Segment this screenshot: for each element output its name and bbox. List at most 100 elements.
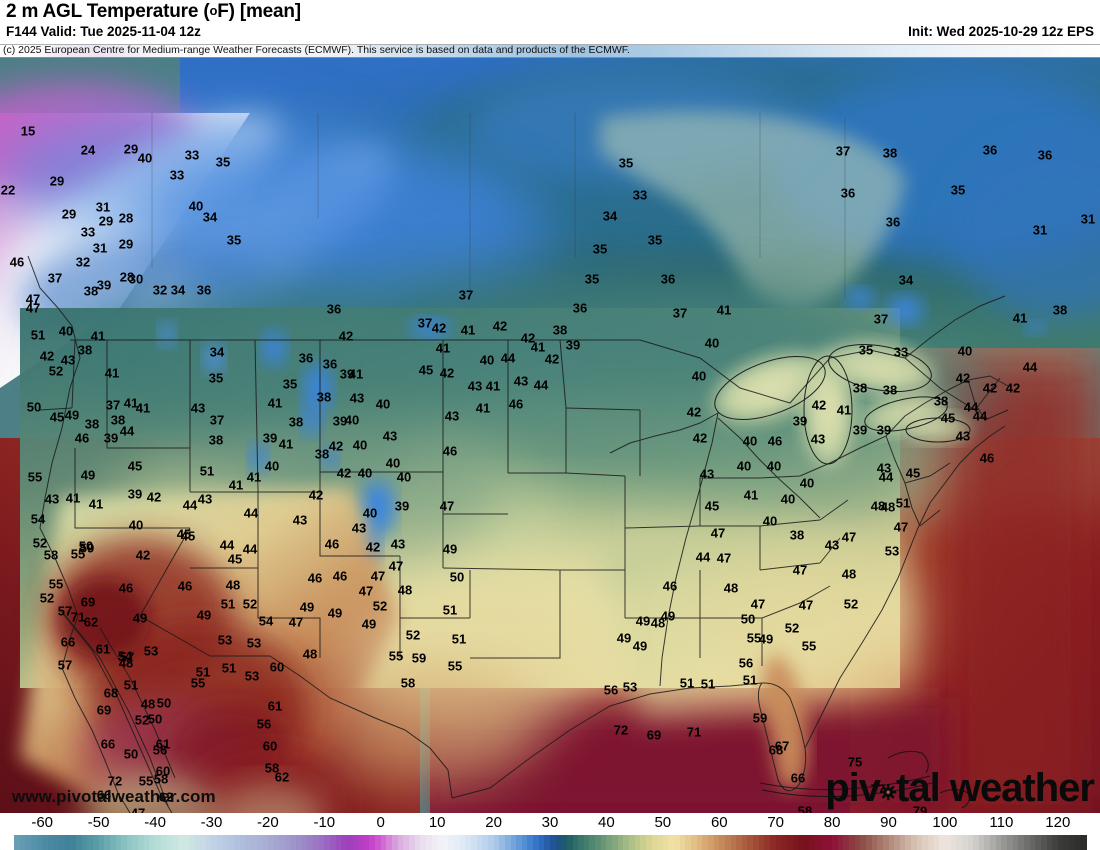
- colorbar-segment: [888, 835, 895, 850]
- colorbar-segment: [961, 835, 969, 850]
- colorbar-segment: [166, 835, 173, 850]
- colorbar-segment: [504, 835, 512, 850]
- colorbar-segment: [324, 835, 331, 850]
- colorbar-segment: [803, 835, 811, 850]
- page-title-suffix: F) [mean]: [217, 1, 301, 22]
- colorbar-segment: [691, 835, 698, 850]
- colorbar-segment: [76, 835, 83, 850]
- colorbar-segment: [533, 835, 540, 850]
- colorbar-segment: [149, 835, 156, 850]
- colorbar-segment: [538, 835, 545, 850]
- colorbar-gradient[interactable]: [14, 835, 1087, 850]
- colorbar-segment: [922, 835, 929, 850]
- colorbar-segment: [92, 835, 100, 850]
- colorbar-segment: [770, 835, 777, 850]
- colorbar-segment: [1029, 835, 1036, 850]
- colorbar-tick: -60: [31, 814, 54, 831]
- colorbar-segment: [392, 835, 399, 850]
- colorbar-segment: [606, 835, 613, 850]
- colorbar-segment: [30, 835, 38, 850]
- colorbar-segment: [990, 835, 997, 850]
- colorbar-segment: [358, 835, 365, 850]
- colorbar-segment: [882, 835, 890, 850]
- colorbar-tick: 70: [767, 814, 785, 831]
- colorbar-segment: [820, 835, 828, 850]
- colorbar-segment: [476, 835, 483, 850]
- colorbar-segment: [758, 835, 766, 850]
- colorbar-segment: [995, 835, 1002, 850]
- map-canvas: [0, 58, 1100, 813]
- colorbar-segment: [544, 835, 551, 850]
- colorbar-segment: [741, 835, 749, 850]
- colorbar-segment: [465, 835, 472, 850]
- colorbar-segment: [335, 835, 342, 850]
- colorbar-tick: -40: [144, 814, 166, 831]
- colorbar-segment: [211, 835, 218, 850]
- colorbar-segment: [1023, 835, 1031, 850]
- colorbar-segment: [403, 835, 410, 850]
- colorbar-segment: [651, 835, 658, 850]
- colorbar-segment: [645, 835, 653, 850]
- colorbar-segment: [425, 835, 433, 850]
- temperature-map[interactable]: 15 22 24 31 31 29 29 33 32 38 29 29 39 37 46 47 47 51 40 38…: [0, 58, 1100, 813]
- colorbar-tick: 100: [932, 814, 958, 831]
- colorbar-segment: [905, 835, 912, 850]
- caribbean-islands: [759, 750, 970, 809]
- colorbar-segment: [132, 835, 139, 850]
- colorbar-segment: [448, 835, 455, 850]
- colorbar-tick: 0: [376, 814, 385, 831]
- colorbar-segment: [217, 835, 224, 850]
- colorbar-segment: [578, 835, 585, 850]
- colorbar-segment: [815, 835, 822, 850]
- colorbar-segment: [527, 835, 534, 850]
- colorbar-segment: [25, 835, 32, 850]
- colorbar-segment: [98, 835, 105, 850]
- colorbar-tick: 80: [823, 814, 841, 831]
- colorbar-segment: [628, 835, 636, 850]
- colorbar-segment: [521, 835, 529, 850]
- colorbar-segment: [126, 835, 134, 850]
- colorbar-segment: [837, 835, 845, 850]
- colorbar-segment: [296, 835, 303, 850]
- colorbar-segment: [911, 835, 918, 850]
- colorbar-segment: [442, 835, 450, 850]
- colorbar-segment: [70, 835, 77, 850]
- colorbar-tick: 60: [710, 814, 728, 831]
- colorbar-segment: [487, 835, 495, 850]
- colorbar-tick: 50: [654, 814, 672, 831]
- colorbar-segment: [775, 835, 782, 850]
- colorbar-segment: [600, 835, 608, 850]
- colorbar-segment: [933, 835, 940, 850]
- colorbar-area: -60 -50 -40 -30 -20 -10 0 10 20 30 40 50 60 70 80 90 100…: [0, 813, 1100, 850]
- colorbar-segment: [764, 835, 771, 850]
- colorbar-segment: [550, 835, 557, 850]
- colorbar-segment: [854, 835, 861, 850]
- colorbar-segment: [944, 835, 952, 850]
- colorbar-segment: [719, 835, 726, 850]
- colorbar-segment: [668, 835, 675, 850]
- colorbar-segment: [160, 835, 167, 850]
- colorbar-tick: 120: [1045, 814, 1071, 831]
- colorbar-segment: [826, 835, 833, 850]
- colorbar-segment: [786, 835, 794, 850]
- colorbar-segment: [222, 835, 230, 850]
- pivotal-weather-logo: piv tal weather: [825, 766, 1095, 811]
- colorbar-segment: [860, 835, 867, 850]
- colorbar-segment: [329, 835, 337, 850]
- logo-text-part2: tal weather: [896, 766, 1095, 810]
- colorbar-segment: [978, 835, 986, 850]
- colorbar-segment: [736, 835, 743, 850]
- colorbar-segment: [454, 835, 461, 850]
- colorbar-segment: [1018, 835, 1025, 850]
- colorbar-segment: [1057, 835, 1065, 850]
- site-url[interactable]: www.pivotalweather.com: [12, 787, 216, 806]
- colorbar-segment: [685, 835, 692, 850]
- colorbar-segment: [493, 835, 500, 850]
- colorbar-segment: [555, 835, 562, 850]
- colorbar-segment: [583, 835, 591, 850]
- colorbar-segment: [973, 835, 980, 850]
- colorbar-segment: [262, 835, 269, 850]
- colorbar-segment: [81, 835, 88, 850]
- colorbar-segment: [702, 835, 709, 850]
